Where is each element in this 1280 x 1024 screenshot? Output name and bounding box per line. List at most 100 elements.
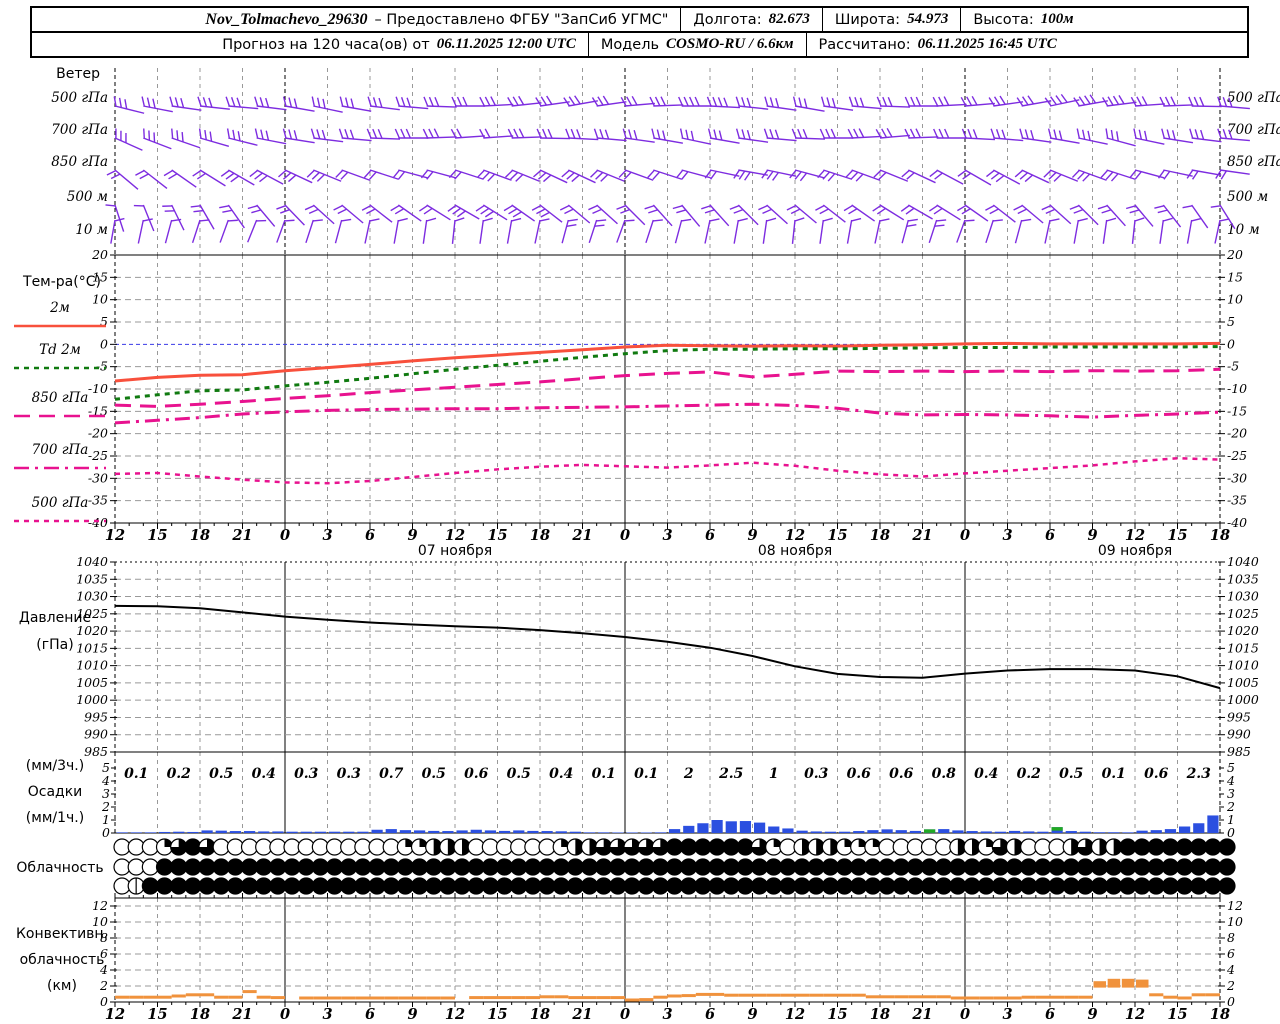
hour-label: 15 xyxy=(487,527,507,544)
header-divider xyxy=(680,8,682,31)
pressure-axis-label-right: 1010 xyxy=(1227,658,1259,673)
pressure-axis-label-right: 990 xyxy=(1227,727,1251,742)
pressure-axis-label-right: 1025 xyxy=(1227,606,1259,621)
temp-axis-label-right: -35 xyxy=(1227,493,1247,508)
hour-label: 15 xyxy=(827,527,847,544)
hour-label: 18 xyxy=(1210,527,1230,544)
legend-label-0: 2м xyxy=(49,300,70,316)
temperature-panel: -40 -40 -35 -35 -30 -30 -25 -25 -20 -20 -15 -15 -10 -… xyxy=(88,247,1247,530)
legend-label-3: 700 гПа xyxy=(32,442,89,458)
wind-row-label-right: 10 м xyxy=(1227,222,1260,238)
temp-axis-label-left: -40 xyxy=(88,515,108,530)
pressure-axis-label-right: 995 xyxy=(1227,709,1251,724)
wind-row-label-left: 10 м xyxy=(75,222,108,238)
temp-axis-label-right: 0 xyxy=(1227,336,1235,351)
precip-3h-value: 0.1 xyxy=(634,766,658,782)
precip-3h-value: 0.1 xyxy=(592,766,616,782)
pressure-axis-label-right: 1035 xyxy=(1227,571,1259,586)
temp-axis-label-left: -10 xyxy=(88,381,108,396)
latitude-label: Широта: xyxy=(834,11,901,28)
pressure-axis-label-right: 1020 xyxy=(1227,623,1259,638)
precip-axis-label-left: 2 xyxy=(101,799,110,814)
grid-vertical xyxy=(114,68,1221,1002)
pressure-axis-label-left: 1040 xyxy=(76,554,108,569)
hour-label: 12 xyxy=(1125,1006,1145,1023)
precip-axis-label-left: 0 xyxy=(102,825,110,840)
wind-row-label-left: 500 м xyxy=(67,189,108,205)
pressure-axis-label-left: 990 xyxy=(84,727,108,742)
hour-label: 3 xyxy=(1002,1006,1012,1023)
hour-label: 12 xyxy=(105,1006,125,1023)
precip-axis-label-right: 0 xyxy=(1227,825,1235,840)
model-label: Модель xyxy=(600,36,660,53)
hour-label: 6 xyxy=(365,1006,375,1023)
pressure-axis-label-right: 985 xyxy=(1227,744,1251,759)
pressure-axis-label-left: 1010 xyxy=(76,658,108,673)
precip-3h-value: 0.6 xyxy=(847,766,872,782)
temp-axis-label-left: 20 xyxy=(91,247,108,262)
precip-axis-label-left: 4 xyxy=(101,773,110,788)
hour-label: 15 xyxy=(147,527,167,544)
temp-axis-label-right: -30 xyxy=(1227,470,1247,485)
hour-label: 9 xyxy=(1087,1006,1097,1023)
wind-barbs-row-0 xyxy=(113,93,1250,114)
hour-label: 18 xyxy=(190,1006,210,1023)
precip-3h-value: 0.7 xyxy=(379,766,404,782)
hour-label: 3 xyxy=(662,527,672,544)
hour-label: 0 xyxy=(960,527,970,544)
calculated-time-value: 06.11.2025 16:45 UTC xyxy=(917,36,1057,52)
forecast-label: Прогноз на 120 часа(ов) от xyxy=(222,36,430,53)
precip-axis-label-right: 4 xyxy=(1226,773,1235,788)
wind-row-label-left: 850 гПа xyxy=(51,154,108,170)
header-divider xyxy=(587,33,589,56)
hour-label: 0 xyxy=(620,1006,630,1023)
precip-panel-title: (мм/1ч.) xyxy=(26,810,84,826)
precip-3h-value: 0.3 xyxy=(337,766,362,782)
hour-label: 0 xyxy=(620,527,630,544)
hour-label: 6 xyxy=(1045,527,1055,544)
temp-axis-label-left: -15 xyxy=(88,403,108,418)
model-name: COSMO-RU / 6.6км xyxy=(666,36,794,52)
temp-axis-label-right: 15 xyxy=(1227,269,1243,284)
convective-panel-title: облачность xyxy=(20,952,105,968)
precip-axis-label-right: 3 xyxy=(1227,786,1235,801)
header-row-forecast: Прогноз на 120 часа(ов) от 06.11.2025 12… xyxy=(32,31,1247,56)
convective-panel-title: Конвективн. xyxy=(16,926,108,942)
wind-row-label-right: 500 гПа xyxy=(1227,90,1280,106)
run-time-value: 06.11.2025 12:00 UTC xyxy=(436,36,576,52)
wind-barbs-row-1 xyxy=(114,127,1250,151)
precip-3h-value: 0.4 xyxy=(252,766,276,782)
hour-label: 18 xyxy=(530,1006,550,1023)
convective-axis-label-right: 10 xyxy=(1227,914,1243,929)
header-row-station: Nov_Tolmachevo_29630 – Предоставлено ФГБ… xyxy=(32,8,1247,31)
precip-3h-value: 0.6 xyxy=(1144,766,1169,782)
precip-3h-value: 0.8 xyxy=(932,766,957,782)
convective-axis-label-left: 2 xyxy=(99,978,108,993)
hour-label: 6 xyxy=(1045,1006,1055,1023)
wind-row-label-right: 850 гПа xyxy=(1227,154,1280,170)
hour-label: 9 xyxy=(407,527,417,544)
provider-text: – Предоставлено ФГБУ "ЗапСиб УГМС" xyxy=(374,11,669,28)
temp-axis-label-left: -30 xyxy=(88,470,108,485)
convective-axis-label-right: 0 xyxy=(1227,994,1235,1009)
temp-axis-label-left: 15 xyxy=(92,269,108,284)
hour-label: 18 xyxy=(1210,1006,1230,1023)
hour-label: 3 xyxy=(662,1006,672,1023)
precip-3h-value: 0.2 xyxy=(1017,766,1042,782)
precip-axis-label-right: 5 xyxy=(1227,760,1235,775)
convective-axis-label-right: 6 xyxy=(1227,946,1235,961)
header-box: Nov_Tolmachevo_29630 – Предоставлено ФГБ… xyxy=(30,6,1249,58)
hour-label: 9 xyxy=(1087,527,1097,544)
precip-3h-value: 2.5 xyxy=(718,766,743,782)
precip-axis-label-right: 2 xyxy=(1226,799,1235,814)
precip-3h-value: 0.3 xyxy=(804,766,829,782)
hour-label: 6 xyxy=(705,1006,715,1023)
time-axis-upper: 12 15 18 21 0 3 6 9 12 15 18 21 0 3 6 9 12 15 18 21 0 3 6 9 12 15… xyxy=(105,527,1230,559)
pressure-axis-label-right: 1030 xyxy=(1227,589,1259,604)
temp-axis-label-right: -15 xyxy=(1227,403,1247,418)
precip-3h-value: 0.1 xyxy=(1102,766,1126,782)
convective-axis-label-right: 2 xyxy=(1226,978,1235,993)
header-divider xyxy=(960,8,962,31)
